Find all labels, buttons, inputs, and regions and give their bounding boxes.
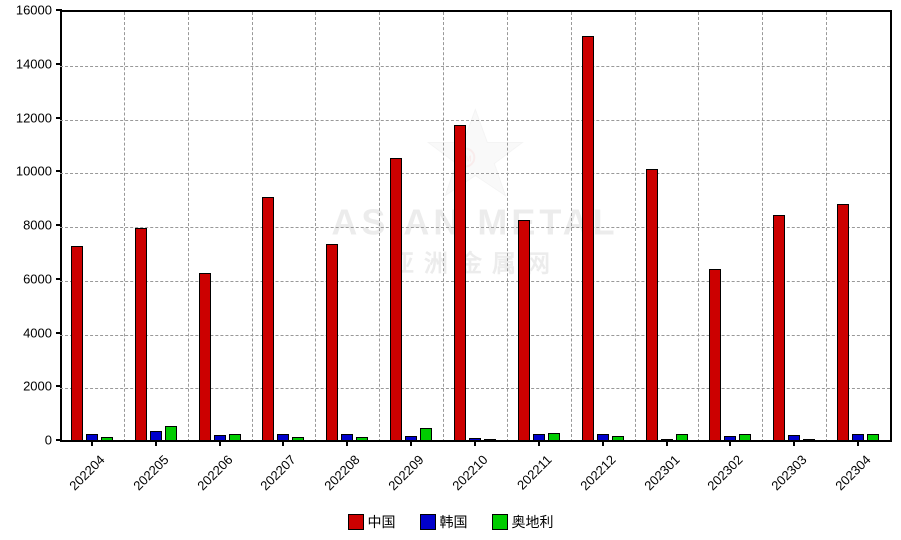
x-tick-label: 202210: [438, 452, 491, 505]
bar: [454, 125, 466, 442]
watermark-star-icon: AM: [420, 107, 530, 197]
x-tick-mark: [346, 440, 348, 446]
grid-line-v: [571, 12, 572, 442]
x-tick-mark: [538, 440, 540, 446]
legend-swatch: [420, 514, 436, 530]
bar: [135, 228, 147, 442]
bar: [773, 215, 785, 442]
legend-label: 奥地利: [512, 514, 554, 530]
bar: [71, 246, 83, 442]
x-tick-mark: [666, 440, 668, 446]
grid-line-v: [315, 12, 316, 442]
grid-line-v: [762, 12, 763, 442]
grid-line-v: [635, 12, 636, 442]
grid-line-h: [60, 281, 890, 282]
chart-container: 0 2000 4000 6000 8000 10000 12000 14000 16000 AM…: [0, 0, 901, 540]
x-tick-mark: [410, 440, 412, 446]
x-tick-label: 202207: [246, 452, 299, 505]
x-tick-mark: [219, 440, 221, 446]
x-tick-label: 202206: [182, 452, 235, 505]
legend-item: 奥地利: [492, 512, 554, 532]
x-tick-mark: [793, 440, 795, 446]
bar: [326, 244, 338, 442]
x-tick-mark: [282, 440, 284, 446]
watermark-text-2: 亚洲金属网: [331, 243, 618, 278]
y-tick-label: 2000: [23, 379, 52, 394]
legend-item: 韩国: [420, 512, 468, 532]
y-tick-label: 14000: [16, 56, 52, 71]
legend: 中国 韩国 奥地利: [0, 512, 901, 532]
y-tick-label: 12000: [16, 110, 52, 125]
x-tick-label: 202212: [565, 452, 618, 505]
legend-swatch: [492, 514, 508, 530]
grid-line-h: [60, 173, 890, 174]
grid-line-v: [379, 12, 380, 442]
bar: [518, 220, 530, 442]
grid-line-h: [60, 66, 890, 67]
x-tick-label: 202301: [629, 452, 682, 505]
y-tick-label: 4000: [23, 325, 52, 340]
watermark-text-1: ASIAN METAL: [331, 201, 618, 243]
x-tick-label: 202205: [118, 452, 171, 505]
x-tick-label: 202209: [374, 452, 427, 505]
grid-line-v: [507, 12, 508, 442]
x-tick-mark: [729, 440, 731, 446]
bar: [262, 197, 274, 442]
x-tick-label: 202302: [693, 452, 746, 505]
grid-line-h: [60, 388, 890, 389]
grid-line-v: [124, 12, 125, 442]
grid-line-v: [188, 12, 189, 442]
y-axis: 0200040006000800010000120001400016000: [0, 10, 62, 440]
x-tick-label: 202204: [54, 452, 107, 505]
grid-line-h: [60, 335, 890, 336]
legend-item: 中国: [348, 512, 396, 532]
plot-area: AM ASIAN METAL 亚洲金属网: [60, 10, 892, 442]
legend-label: 韩国: [440, 514, 468, 530]
bar: [582, 36, 594, 442]
grid-line-h: [60, 227, 890, 228]
y-tick-label: 6000: [23, 271, 52, 286]
x-tick-label: 202304: [821, 452, 874, 505]
grid-line-v: [443, 12, 444, 442]
x-tick-label: 202211: [501, 452, 554, 505]
bar: [390, 158, 402, 442]
bar: [646, 169, 658, 442]
grid-line-v: [252, 12, 253, 442]
legend-label: 中国: [368, 514, 396, 530]
legend-swatch: [348, 514, 364, 530]
x-tick-mark: [91, 440, 93, 446]
y-tick-label: 8000: [23, 218, 52, 233]
x-tick-label: 202208: [310, 452, 363, 505]
grid-line-v: [826, 12, 827, 442]
x-tick-mark: [474, 440, 476, 446]
bar: [199, 273, 211, 442]
y-tick-label: 10000: [16, 164, 52, 179]
y-tick-label: 16000: [16, 3, 52, 18]
x-tick-label: 202303: [757, 452, 810, 505]
y-tick-label: 0: [45, 433, 52, 448]
x-tick-mark: [857, 440, 859, 446]
bar: [709, 269, 721, 442]
grid-line-v: [698, 12, 699, 442]
watermark: AM ASIAN METAL 亚洲金属网: [331, 107, 618, 278]
x-tick-mark: [602, 440, 604, 446]
x-tick-mark: [155, 440, 157, 446]
bar: [837, 204, 849, 442]
grid-line-h: [60, 120, 890, 121]
